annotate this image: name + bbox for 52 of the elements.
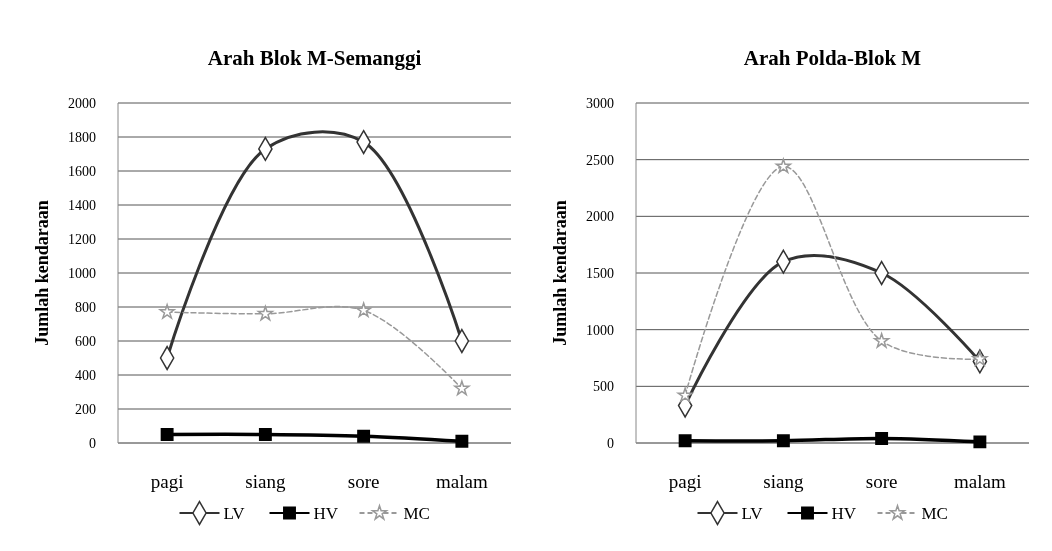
- point: [357, 429, 371, 443]
- legend-label: HV: [313, 504, 339, 523]
- y-tick-label: 1000: [586, 322, 614, 338]
- x-tick-label: pagi: [668, 471, 702, 492]
- x-tick-label: siang: [245, 471, 286, 492]
- chart-title: Arah Polda-Blok M: [743, 46, 922, 70]
- y-tick-label: 1400: [68, 197, 96, 213]
- y-tick-label: 3000: [586, 95, 614, 111]
- x-tick-label: sore: [347, 471, 380, 492]
- y-tick-label: 2000: [586, 209, 614, 225]
- y-axis-title: Jumlah kendaraan: [32, 200, 52, 346]
- y-tick-label: 1800: [68, 129, 96, 145]
- y-tick-label: 400: [75, 367, 96, 383]
- x-tick-label: malam: [436, 471, 488, 492]
- y-tick-label: 500: [593, 379, 614, 395]
- point: [973, 435, 987, 449]
- point: [258, 428, 272, 441]
- y-tick-label: 2000: [68, 95, 96, 111]
- point: [454, 380, 470, 396]
- legend-label: MC: [403, 504, 430, 523]
- legend-label: HV: [831, 504, 857, 523]
- point: [873, 332, 890, 348]
- y-tick-label: 600: [75, 333, 96, 349]
- y-tick-label: 800: [75, 299, 96, 315]
- chart-title: Arah Blok M-Semanggi: [207, 46, 422, 70]
- x-tick-label: pagi: [150, 471, 184, 492]
- y-tick-label: 1600: [68, 163, 96, 179]
- point: [355, 302, 372, 318]
- y-tick-label: 200: [75, 401, 96, 417]
- legend-label: LV: [223, 504, 246, 523]
- point: [257, 305, 274, 321]
- point: [160, 428, 174, 441]
- point: [972, 351, 988, 366]
- point: [159, 304, 175, 319]
- point: [875, 432, 889, 445]
- y-tick-label: 2500: [586, 152, 614, 168]
- point: [677, 387, 693, 403]
- point: [678, 434, 692, 448]
- y-tick-label: 0: [89, 435, 96, 451]
- y-tick-label: 1000: [68, 265, 96, 281]
- legend-label: MC: [921, 504, 948, 523]
- point: [776, 434, 790, 448]
- legend-label: LV: [741, 504, 764, 523]
- y-axis-title: Jumlah kendaraan: [550, 200, 570, 346]
- x-tick-label: siang: [763, 471, 804, 492]
- x-tick-label: sore: [865, 471, 898, 492]
- y-tick-label: 1200: [68, 231, 96, 247]
- point: [455, 434, 469, 448]
- x-tick-label: malam: [954, 471, 1006, 492]
- y-tick-label: 1500: [586, 265, 614, 281]
- y-tick-label: 0: [607, 435, 614, 451]
- point: [775, 158, 792, 174]
